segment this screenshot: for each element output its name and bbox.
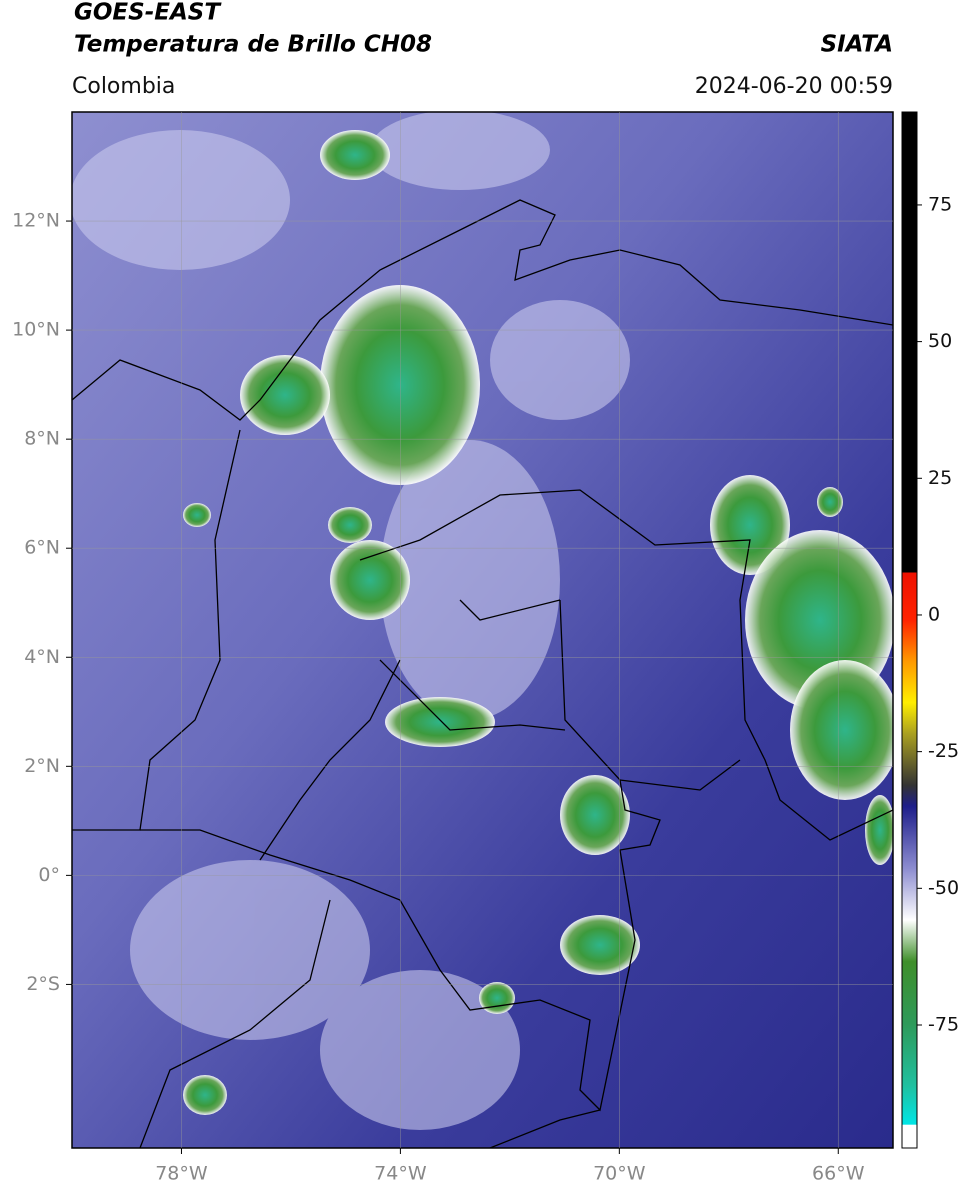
colorbar-tick-label: 50 <box>928 330 952 352</box>
datetime: 2024-06-20 00:59 <box>695 74 893 99</box>
colorbar-tick-label: 0 <box>928 603 940 625</box>
colorbar <box>901 111 918 1149</box>
subtitle: Temperatura de Brillo CH08 <box>74 32 432 58</box>
x-tick-label: 70°W <box>593 1163 646 1185</box>
colorbar-tick-label: -50 <box>928 877 959 899</box>
satellite-image <box>72 112 893 1148</box>
map-frame <box>71 111 894 1149</box>
y-tick-label: 10°N <box>12 319 60 341</box>
y-tick-label: 8°N <box>24 428 60 450</box>
source: SIATA <box>821 32 893 58</box>
x-tick-label: 66°W <box>812 1163 865 1185</box>
colorbar-tick-label: 75 <box>928 193 952 215</box>
x-tick-label: 74°W <box>374 1163 427 1185</box>
colorbar-tick-label: -25 <box>928 740 959 762</box>
y-tick-label: 2°S <box>26 973 60 995</box>
region: Colombia <box>72 74 175 99</box>
title: GOES-EAST <box>74 0 222 26</box>
y-tick-label: 2°N <box>24 755 60 777</box>
y-tick-label: 6°N <box>24 537 60 559</box>
colorbar-tick-label: -75 <box>928 1013 959 1035</box>
y-tick-label: 12°N <box>12 210 60 232</box>
colorbar-tick-label: 25 <box>928 467 952 489</box>
x-tick-label: 78°W <box>155 1163 208 1185</box>
y-tick-label: 0° <box>38 864 60 886</box>
y-tick-label: 4°N <box>24 646 60 668</box>
